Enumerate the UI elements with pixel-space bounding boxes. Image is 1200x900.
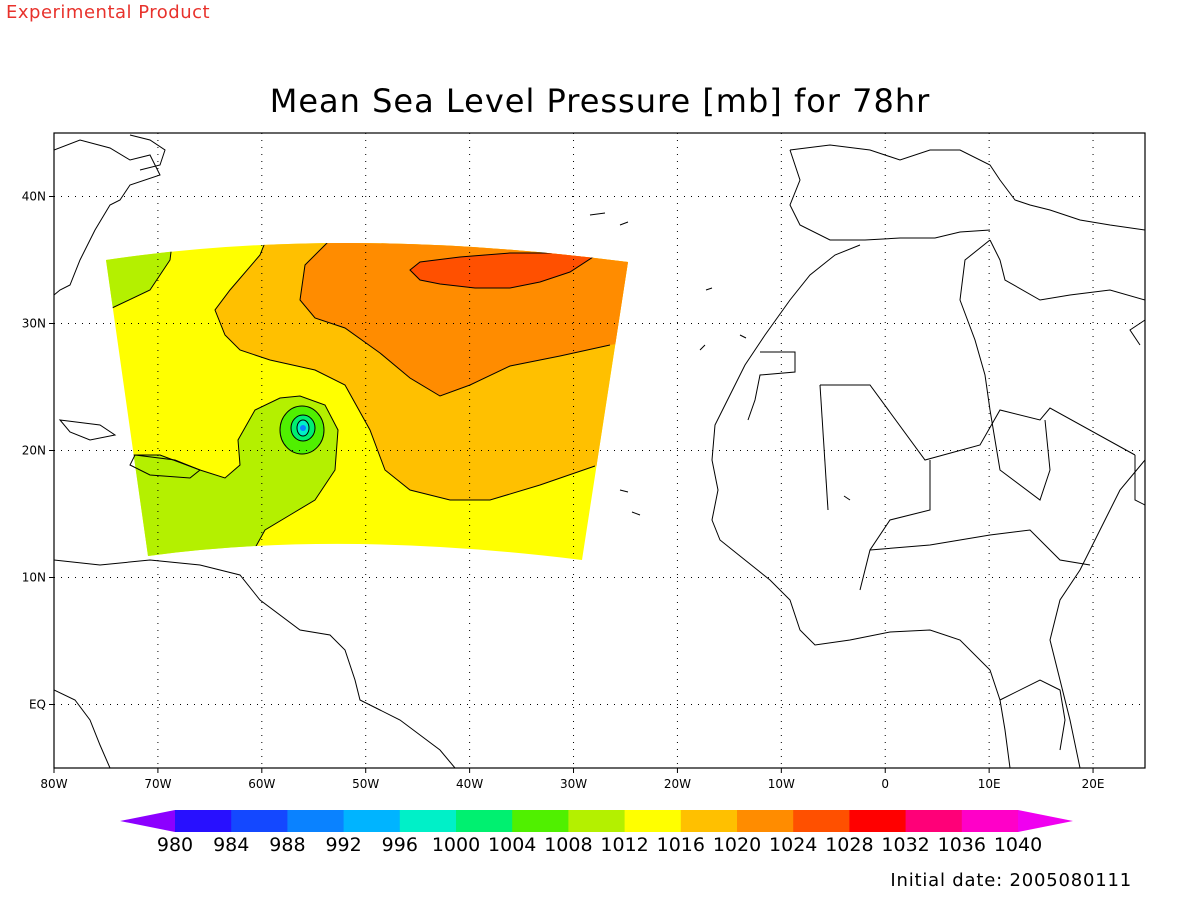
x-tick-label: 40W — [456, 777, 483, 791]
x-tick-label: 20E — [1082, 777, 1105, 791]
y-tick-label: 20N — [22, 444, 46, 458]
x-tick-label: 70W — [144, 777, 171, 791]
colorbar-segment — [287, 810, 345, 832]
contour-1024 — [409, 252, 595, 289]
colorbar-label: 1004 — [488, 834, 536, 856]
colorbar-segment — [399, 810, 457, 832]
colorbar-label: 1032 — [881, 834, 929, 856]
colorbar-segment — [680, 810, 738, 832]
contour-1008 — [279, 405, 325, 455]
contour-1020 — [299, 242, 611, 397]
x-tick-label: 10W — [768, 777, 795, 791]
colorbar-segment — [793, 810, 850, 832]
colorbar-label: 1020 — [713, 834, 761, 856]
x-tick-label: 30W — [560, 777, 587, 791]
colorbar-label: 980 — [157, 834, 193, 856]
experimental-product-label: Experimental Product — [6, 2, 211, 23]
x-tick-label: 60W — [248, 777, 275, 791]
hispaniola-coast — [129, 454, 201, 479]
colorbar-label: 996 — [382, 834, 418, 856]
colorbar-label: 992 — [325, 834, 361, 856]
iberia-coast — [789, 149, 991, 241]
south-america-coast — [54, 559, 456, 768]
north-america-coast — [54, 139, 161, 296]
colorbar-segment — [905, 810, 963, 832]
colorbar-segment — [737, 810, 794, 832]
x-tick-label: 80W — [40, 777, 67, 791]
contour-1012-north — [111, 242, 176, 309]
colorbar-label: 1008 — [544, 834, 592, 856]
gulf-guinea-borders — [869, 529, 1091, 566]
colorbar-label: 1016 — [657, 834, 705, 856]
central-africa-borders — [999, 679, 1066, 751]
niger-border — [989, 409, 1051, 501]
atlantic-islands — [589, 212, 851, 516]
south-america-west — [54, 689, 111, 768]
colorbar-label: 1024 — [769, 834, 817, 856]
colorbar-segment — [568, 810, 626, 832]
mauritania-border — [819, 384, 829, 511]
colorbar-label: 1040 — [994, 834, 1042, 856]
colorbar: 980 984 988 992 996 1000 1004 1008 1012 1016 1020 1… — [120, 810, 1073, 856]
colorbar-segment — [849, 810, 907, 832]
x-tick-label: 50W — [352, 777, 379, 791]
colorbar-label: 1000 — [432, 834, 480, 856]
east-africa-coast — [1049, 459, 1145, 768]
colorbar-segment — [624, 810, 682, 832]
colorbar-label: 1012 — [600, 834, 648, 856]
europe-coast — [789, 144, 1145, 231]
nova-scotia-coast — [129, 134, 166, 171]
y-tick-label: 40N — [22, 190, 46, 204]
x-tick-label: 20W — [664, 777, 691, 791]
y-tick-label: 30N — [22, 317, 46, 331]
colorbar-segment — [961, 810, 1019, 832]
morocco-border — [747, 351, 796, 421]
x-tick-label: 10E — [978, 777, 1001, 791]
colorbar-label: 1036 — [938, 834, 986, 856]
west-africa-coast — [711, 244, 1011, 768]
sahara-borders — [820, 384, 1136, 461]
grid-lines — [54, 133, 1145, 768]
contour-1000 — [296, 419, 310, 437]
chart-title: Mean Sea Level Pressure [mb] for 78hr — [269, 82, 931, 120]
y-tick-label: EQ — [29, 698, 46, 712]
colorbar-segment — [456, 810, 513, 832]
y-tick-label: 10N — [22, 571, 46, 585]
low-pressure-centre — [300, 425, 306, 431]
colorbar-segment — [231, 810, 288, 832]
north-africa-coast — [989, 239, 1145, 301]
algeria-border — [959, 239, 991, 411]
east-border — [1134, 455, 1145, 506]
colorbar-label: 988 — [269, 834, 305, 856]
colorbar-label: 984 — [213, 834, 249, 856]
colorbar-label: 1028 — [825, 834, 873, 856]
colorbar-segment — [175, 810, 232, 832]
colorbar-segment — [512, 810, 569, 832]
contour-1016 — [214, 242, 596, 501]
colorbar-segment — [343, 810, 401, 832]
axis-ticks: 80W 70W 60W 50W 40W 30W 20W 10W 0 10E 20E 40N 30N 20N… — [22, 190, 1105, 792]
initial-date-label: Initial date: 2005080111 — [890, 870, 1132, 891]
contour-1004 — [290, 414, 316, 442]
colorbar-arrow-high — [1018, 810, 1073, 832]
contour-1012 — [130, 395, 339, 549]
x-tick-label: 0 — [881, 777, 889, 791]
mali-border — [859, 460, 931, 591]
colorbar-arrow-low — [120, 810, 175, 832]
pressure-field — [106, 242, 628, 560]
region-1008-1012-north — [106, 242, 175, 308]
cuba-coast — [58, 419, 117, 441]
